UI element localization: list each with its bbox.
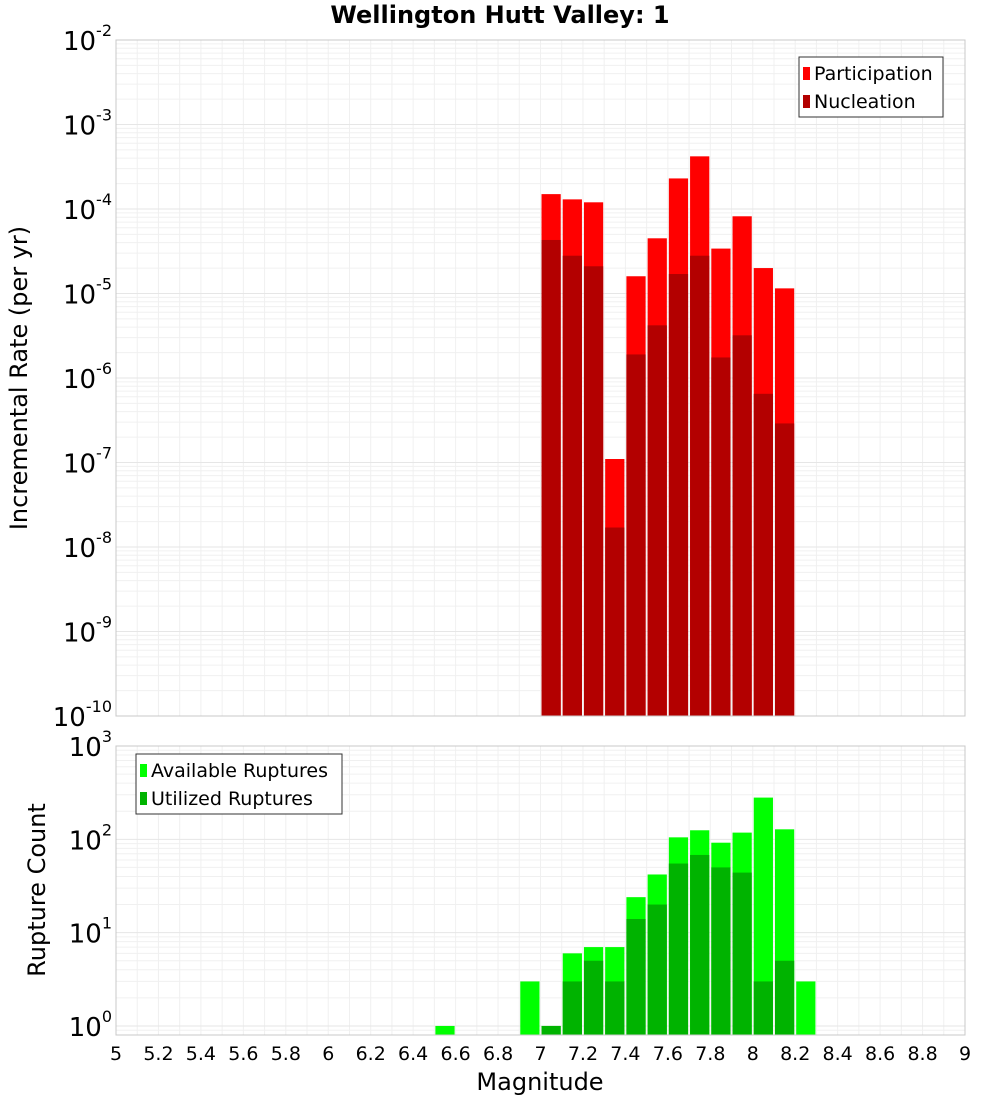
- bar-utilized-ruptures: [732, 872, 752, 1035]
- y-tick-label: 10-4: [63, 190, 112, 226]
- bottom-panel: 103 102 101 100 Available Ruptures Utilized R…: [69, 727, 966, 1043]
- bar-available-ruptures: [796, 981, 816, 1035]
- bar-utilized-ruptures: [668, 863, 689, 1035]
- legend-entry: Nucleation: [814, 91, 916, 113]
- y-tick-label: 10-5: [63, 275, 112, 311]
- x-tick-label: 5.2: [143, 1043, 173, 1065]
- top-y-axis-label: Incremental Rate (per yr): [5, 226, 33, 530]
- bar-utilized-ruptures: [626, 919, 646, 1035]
- legend-swatch: [803, 95, 810, 108]
- bar-nucleation: [774, 423, 795, 716]
- legend-box: [135, 753, 343, 815]
- bar-utilized-ruptures: [583, 960, 604, 1035]
- bar-available-ruptures: [520, 981, 540, 1035]
- x-tick-label: 5.6: [228, 1043, 258, 1065]
- x-tick-label: 9: [959, 1043, 971, 1065]
- bar-nucleation: [562, 255, 582, 716]
- bar-nucleation: [690, 255, 710, 716]
- y-tick-label: 102: [69, 820, 112, 856]
- legend-entry: Utilized Ruptures: [151, 788, 313, 810]
- x-tick-label: 7.4: [610, 1043, 640, 1065]
- x-tick-label: 5: [110, 1043, 122, 1065]
- x-tick-labels: 5 5.2 5.4 5.6 5.8 6 6.2 6.4 6.6 6.8 7 7.2 7.4 7.6 7.8 8…: [110, 1043, 971, 1065]
- y-tick-labels: 103 102 101 100: [69, 727, 112, 1043]
- x-tick-label: 8.8: [907, 1043, 937, 1065]
- bar-utilized-ruptures: [562, 981, 582, 1035]
- x-tick-label: 6.6: [440, 1043, 470, 1065]
- y-tick-label: 10-9: [63, 613, 112, 649]
- bar-nucleation: [668, 274, 689, 716]
- x-tick-label: 8: [747, 1043, 759, 1065]
- bar-nucleation: [732, 335, 752, 716]
- bar-utilized-ruptures: [711, 867, 731, 1035]
- grid: [115, 745, 966, 1036]
- x-tick-label: 6.8: [483, 1043, 513, 1065]
- y-tick-label: 101: [69, 914, 112, 950]
- y-tick-label: 100: [69, 1007, 112, 1043]
- legend-swatch: [140, 764, 147, 777]
- bars: [541, 156, 795, 717]
- x-tick-label: 7.2: [568, 1043, 598, 1065]
- x-tick-label: 6.4: [398, 1043, 428, 1065]
- x-tick-label: 6: [322, 1043, 334, 1065]
- bar-nucleation: [753, 393, 773, 716]
- bar-utilized-ruptures: [774, 960, 795, 1035]
- x-tick-label: 8.4: [823, 1043, 853, 1065]
- bar-utilized-ruptures: [605, 981, 625, 1035]
- bar-available-ruptures: [753, 797, 773, 1035]
- y-tick-label: 103: [69, 727, 112, 763]
- y-tick-label: 10-2: [63, 21, 112, 57]
- top-panel: 10-2 10-3 10-4 10-5 10-6 10-7 10-8 10-9 10-10 Par…: [53, 21, 966, 733]
- x-tick-label: 6.2: [356, 1043, 386, 1065]
- bar-nucleation: [711, 357, 731, 716]
- bottom-y-axis-label: Rupture Count: [23, 803, 51, 977]
- y-tick-label: 10-10: [53, 697, 112, 733]
- legend-swatch: [803, 67, 810, 80]
- bar-nucleation: [605, 527, 625, 716]
- bar-utilized-ruptures: [690, 854, 710, 1035]
- legend-entry: Available Ruptures: [151, 760, 328, 782]
- y-tick-labels: 10-2 10-3 10-4 10-5 10-6 10-7 10-8 10-9 10-10: [53, 21, 112, 733]
- plot-frame: [115, 39, 966, 717]
- x-tick-label: 7.6: [653, 1043, 683, 1065]
- bar-utilized-ruptures: [753, 981, 773, 1035]
- bar-available-ruptures: [435, 1025, 455, 1035]
- x-tick-label: 7: [534, 1043, 546, 1065]
- y-tick-label: 10-7: [63, 444, 112, 480]
- legend-box: [798, 56, 944, 118]
- y-tick-label: 10-8: [63, 528, 112, 564]
- legend-swatch: [140, 792, 147, 805]
- x-tick-label: 8.6: [865, 1043, 895, 1065]
- legend-entry: Participation: [814, 63, 933, 85]
- legend: Participation Nucleation: [798, 56, 944, 118]
- y-tick-label: 10-3: [63, 106, 112, 142]
- x-axis-label: Magnitude: [476, 1068, 603, 1096]
- bar-nucleation: [647, 325, 667, 716]
- bars: [435, 797, 816, 1035]
- bar-nucleation: [583, 266, 604, 716]
- chart-title: Wellington Hutt Valley: 1: [330, 1, 669, 29]
- bar-utilized-ruptures: [541, 1025, 561, 1035]
- x-tick-label: 5.4: [186, 1043, 216, 1065]
- x-tick-label: 5.8: [271, 1043, 301, 1065]
- plot-frame: [115, 745, 966, 1036]
- bar-nucleation: [541, 239, 561, 716]
- grid: [115, 39, 966, 717]
- legend: Available Ruptures Utilized Ruptures: [135, 753, 343, 815]
- bar-utilized-ruptures: [647, 904, 667, 1035]
- x-tick-label: 8.2: [780, 1043, 810, 1065]
- y-tick-label: 10-6: [63, 359, 112, 395]
- bar-nucleation: [626, 354, 646, 716]
- x-tick-label: 7.8: [695, 1043, 725, 1065]
